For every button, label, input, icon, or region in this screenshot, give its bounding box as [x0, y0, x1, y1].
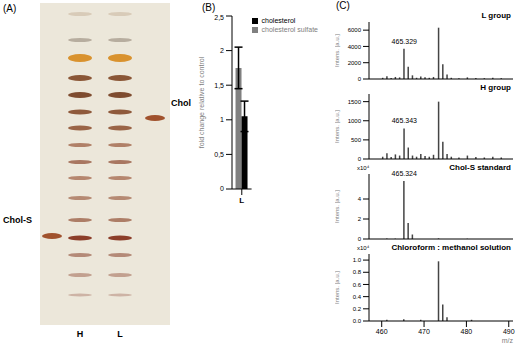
svg-text:L: L	[117, 329, 123, 339]
svg-text:Chol: Chol	[171, 98, 191, 108]
svg-text:0.0: 0.0	[353, 318, 362, 324]
svg-text:1000: 1000	[348, 118, 362, 124]
html-text:cholesterol: cholesterol	[261, 17, 296, 24]
svg-text:Intens. [a.u.]: Intens. [a.u.]	[335, 110, 340, 143]
svg-text:H: H	[77, 329, 84, 339]
svg-text:L: L	[239, 196, 244, 205]
svg-text:0: 0	[358, 236, 362, 242]
svg-text:4: 4	[358, 196, 362, 202]
svg-text:0: 0	[220, 185, 224, 192]
html-text:Chloroform : methanol solution: Chloroform : methanol solution	[391, 243, 511, 252]
svg-text:2,5: 2,5	[214, 14, 224, 21]
svg-text:0: 0	[358, 76, 362, 82]
svg-text:m/z: m/z	[502, 337, 514, 343]
svg-text:0.4: 0.4	[353, 294, 362, 300]
svg-text:1,5: 1,5	[214, 82, 224, 89]
svg-text:470: 470	[418, 328, 430, 335]
html-text:H group: H group	[480, 83, 511, 92]
svg-text:1.0: 1.0	[353, 257, 362, 263]
svg-text:Intens. [a.u.]: Intens. [a.u.]	[335, 34, 340, 67]
svg-text:6000: 6000	[348, 27, 362, 33]
svg-text:465.324: 465.324	[392, 170, 417, 177]
svg-text:465.329: 465.329	[392, 38, 417, 45]
svg-text:0.2: 0.2	[353, 306, 362, 312]
svg-text:2: 2	[358, 216, 362, 222]
svg-text:Intens. [a.u.]: Intens. [a.u.]	[335, 190, 340, 223]
html-text:L group: L group	[481, 11, 511, 20]
svg-text:490: 490	[503, 328, 515, 335]
svg-text:4000: 4000	[348, 44, 362, 50]
html-text:(C): (C)	[336, 0, 350, 11]
svg-text:0,5: 0,5	[214, 151, 224, 158]
svg-text:465.343: 465.343	[392, 117, 417, 124]
svg-text:500: 500	[351, 137, 362, 143]
html-text:(B): (B)	[202, 2, 216, 13]
svg-text:0.6: 0.6	[353, 282, 362, 288]
svg-text:(A): (A)	[3, 3, 16, 14]
html-text:Chol-S standard: Chol-S standard	[449, 163, 511, 172]
svg-text:1: 1	[220, 116, 224, 123]
svg-text:Chol-S: Chol-S	[3, 215, 32, 225]
html-text:cholesterol sulfate: cholesterol sulfate	[261, 26, 318, 33]
html-text:x10⁴: x10⁴	[357, 165, 370, 171]
svg-text:fold change relative to contro: fold change relative to control	[198, 56, 206, 148]
svg-text:Intens. [a.u.]: Intens. [a.u.]	[335, 271, 340, 304]
svg-text:1500: 1500	[348, 99, 362, 105]
svg-text:0: 0	[358, 156, 362, 162]
svg-text:460: 460	[376, 328, 388, 335]
svg-text:0.8: 0.8	[353, 269, 362, 275]
html-text:x10⁴: x10⁴	[357, 245, 370, 251]
svg-text:2000: 2000	[348, 60, 362, 66]
svg-text:2: 2	[220, 47, 224, 54]
svg-text:480: 480	[461, 328, 473, 335]
